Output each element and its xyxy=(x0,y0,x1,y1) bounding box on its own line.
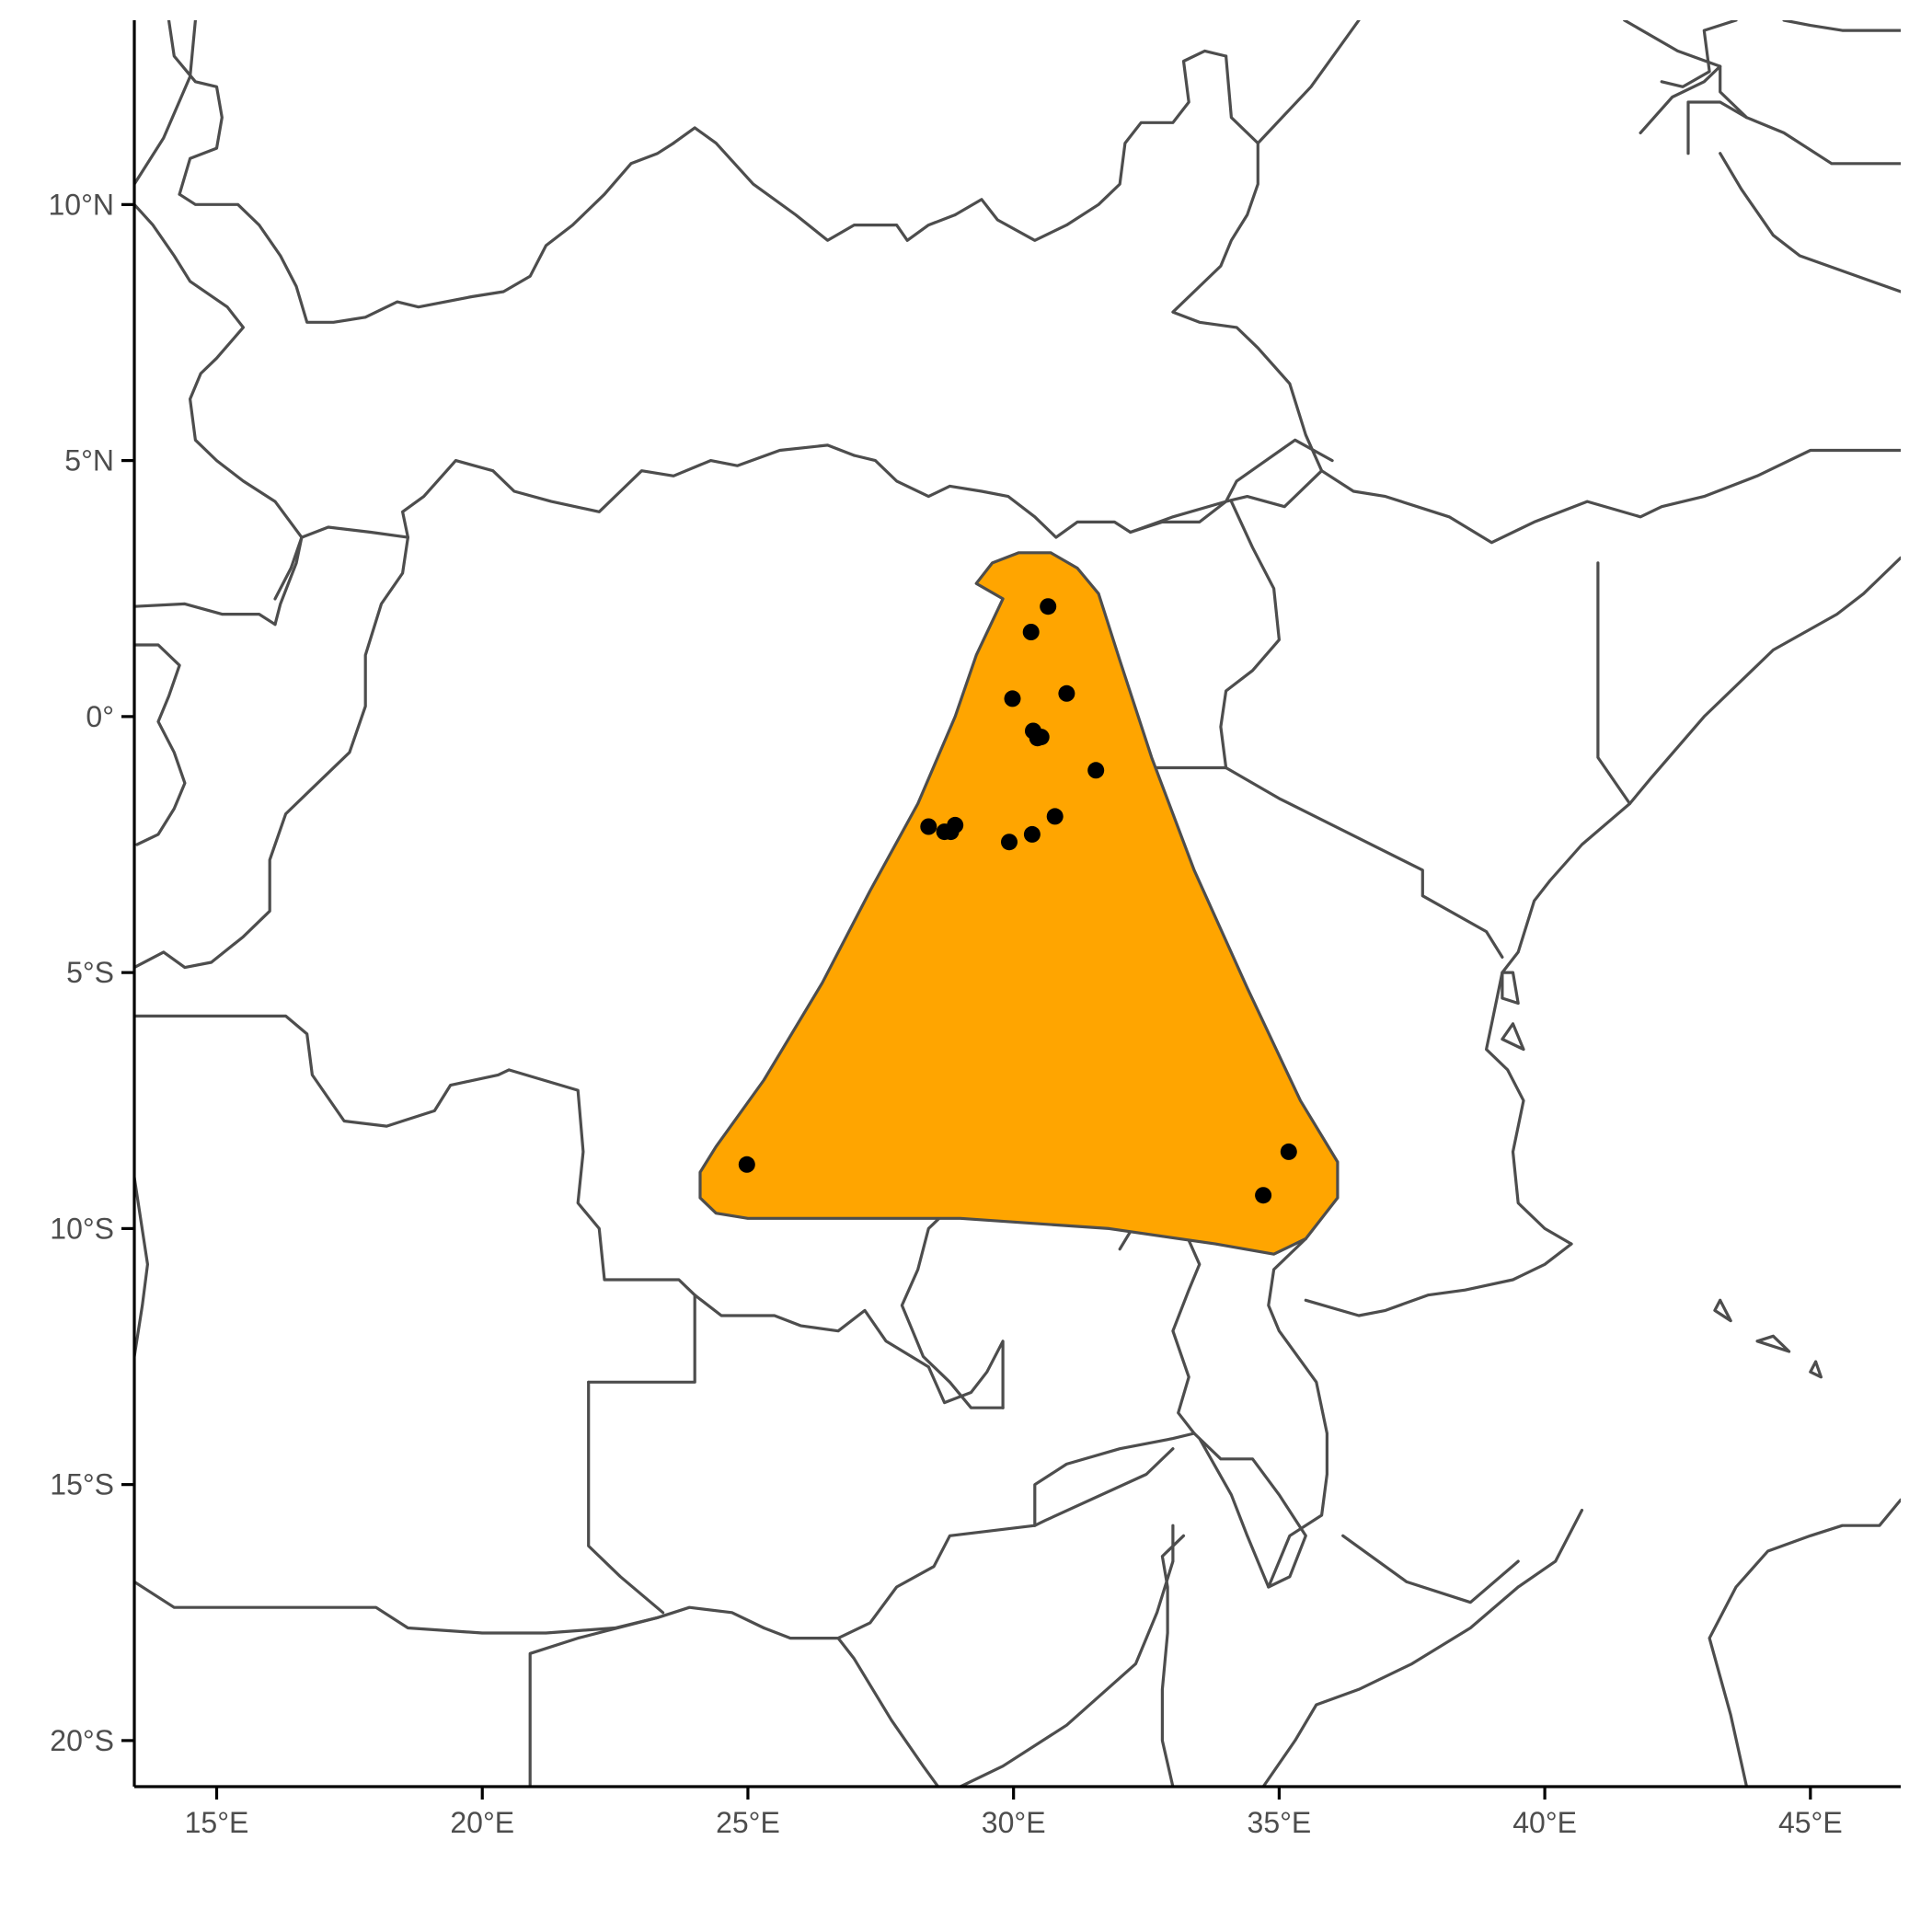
border-line-31 xyxy=(1267,1236,1328,1589)
x-tick-label: 30°E xyxy=(982,1806,1046,1839)
occurrence-point-16 xyxy=(1280,1143,1297,1160)
occurrence-point-0 xyxy=(1040,598,1057,615)
border-line-14 xyxy=(134,1014,1005,1409)
border-line-28 xyxy=(836,1637,940,1787)
border-line-9 xyxy=(273,525,409,601)
occurrence-point-2 xyxy=(1004,690,1021,707)
y-tick-label: 0° xyxy=(86,700,114,733)
occurrence-point-12 xyxy=(947,816,964,834)
occurrence-point-6 xyxy=(1029,730,1046,747)
border-line-50 xyxy=(1713,1298,1732,1323)
border-line-24 xyxy=(528,1616,660,1787)
y-tick-label: 5°N xyxy=(64,444,114,477)
x-axis-ticks: 15°E 20°E 25°E 30°E 35°E 40°E 45°E xyxy=(185,1787,1843,1839)
border-line-12 xyxy=(134,202,304,539)
border-line-45 xyxy=(1660,20,1738,88)
border-line-26 xyxy=(587,1294,696,1384)
occurrence-point-3 xyxy=(1058,684,1075,702)
border-line-47 xyxy=(1256,20,1361,145)
border-line-17 xyxy=(1225,765,1504,959)
border-line-7 xyxy=(401,443,856,539)
y-tick-label: 10°N xyxy=(49,188,115,221)
species-range-polygon xyxy=(698,551,1340,1256)
border-line-42 xyxy=(1639,64,1722,134)
occurrence-point-15 xyxy=(738,1156,755,1173)
border-line-44 xyxy=(1719,152,1901,293)
country-borders xyxy=(134,20,1901,1787)
x-tick-label: 20°E xyxy=(450,1806,514,1839)
border-line-2 xyxy=(178,142,675,324)
border-line-29 xyxy=(1192,1432,1307,1589)
occurrence-point-17 xyxy=(1255,1187,1272,1204)
border-line-5 xyxy=(1171,54,1324,473)
y-tick-label: 20°S xyxy=(50,1724,114,1757)
border-line-33 xyxy=(1485,556,1901,1246)
border-line-36 xyxy=(1341,1534,1520,1604)
x-tick-label: 40°E xyxy=(1512,1806,1577,1839)
y-tick-label: 5°S xyxy=(66,956,114,989)
x-tick-label: 45°E xyxy=(1778,1806,1843,1839)
border-line-46 xyxy=(1782,20,1901,32)
occurrence-point-9 xyxy=(920,818,937,835)
border-line-30 xyxy=(1166,1212,1202,1435)
y-tick-label: 10°S xyxy=(50,1212,114,1245)
border-line-48 xyxy=(1501,971,1520,1006)
border-line-4 xyxy=(953,49,1228,242)
border-line-51 xyxy=(1755,1334,1791,1353)
occurrence-point-13 xyxy=(1001,834,1018,851)
border-line-27 xyxy=(762,1432,1196,1640)
border-line-49 xyxy=(1501,1022,1525,1052)
border-line-22 xyxy=(134,1176,149,1359)
border-line-15 xyxy=(900,1216,1005,1409)
border-line-32 xyxy=(1304,1242,1573,1317)
border-line-37 xyxy=(959,1524,1175,1787)
border-line-21 xyxy=(1129,438,1334,535)
occurrence-point-14 xyxy=(1023,825,1041,843)
y-tick-label: 15°S xyxy=(50,1468,114,1501)
occurrence-point-8 xyxy=(1046,808,1064,825)
border-line-40 xyxy=(1708,1498,1901,1787)
border-line-52 xyxy=(1809,1360,1823,1379)
border-line-13 xyxy=(134,643,187,846)
y-axis-ticks: 10°N 5°N 0° 5°S 10°S 15°S 20°S xyxy=(49,188,134,1757)
border-line-34 xyxy=(1033,1447,1175,1527)
border-line-8 xyxy=(134,535,409,970)
border-line-19 xyxy=(1320,448,1901,545)
border-line-0 xyxy=(134,20,197,186)
border-line-18 xyxy=(1219,500,1281,770)
border-line-41 xyxy=(1623,20,1901,166)
border-line-23 xyxy=(134,1580,765,1635)
occurrence-points-layer xyxy=(738,598,1297,1204)
border-line-39 xyxy=(1261,1508,1584,1787)
x-tick-label: 35°E xyxy=(1248,1806,1312,1839)
border-line-10 xyxy=(134,602,277,627)
occurrence-point-1 xyxy=(1022,624,1040,640)
border-line-6 xyxy=(852,454,1324,539)
border-line-25 xyxy=(587,1380,665,1615)
border-line-43 xyxy=(1686,100,1749,155)
border-line-38 xyxy=(1160,1534,1186,1787)
border-line-20 xyxy=(1596,561,1632,806)
border-line-1 xyxy=(167,20,224,196)
x-tick-label: 15°E xyxy=(185,1806,249,1839)
occurrence-point-7 xyxy=(1087,762,1105,779)
border-line-11 xyxy=(273,535,304,627)
border-line-3 xyxy=(672,126,957,242)
species-range-layer xyxy=(698,551,1340,1256)
x-tick-label: 25°E xyxy=(716,1806,780,1839)
